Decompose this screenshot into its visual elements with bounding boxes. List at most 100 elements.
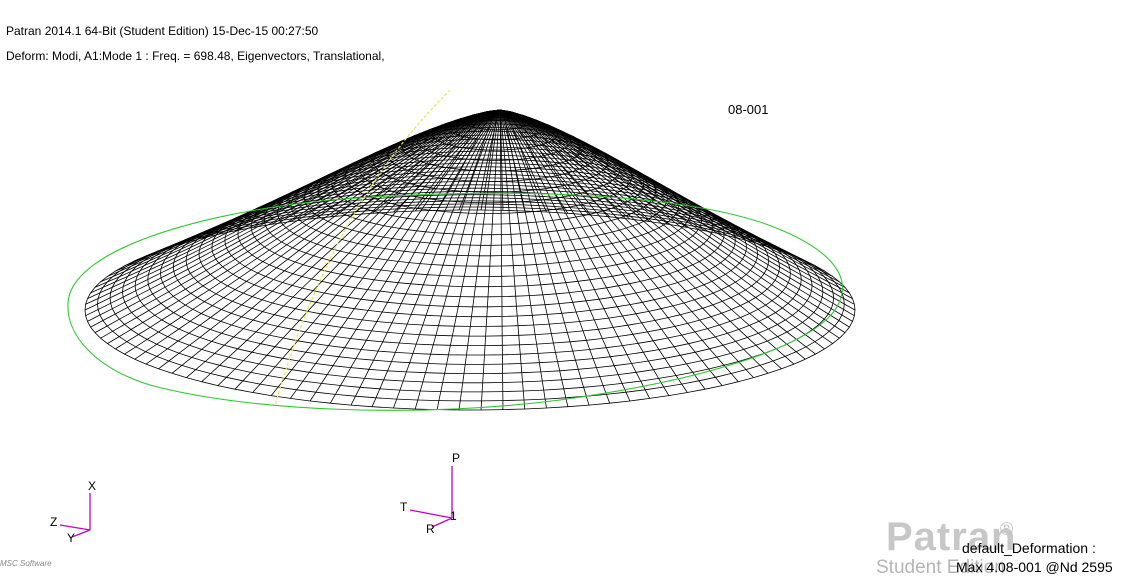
mesh-spoke: [499, 109, 651, 399]
mesh-spoke: [480, 109, 501, 411]
mesh-spoke: [330, 109, 501, 218]
mesh-spoke: [499, 109, 833, 344]
deformation-max: Max 4.08-001 @Nd 2595: [956, 559, 1113, 575]
axis-p-label: P: [452, 451, 460, 465]
mesh-spoke: [499, 109, 688, 228]
title-info: Patran 2014.1 64-Bit (Student Edition) 1…: [6, 24, 319, 38]
mesh-spoke: [499, 109, 706, 390]
brand-name: Patran: [886, 515, 1017, 559]
mesh-spoke: [499, 109, 504, 410]
global-axis-triad: [59, 493, 91, 538]
mesh-spoke: [436, 109, 501, 410]
mesh-ring: [147, 194, 802, 365]
mesh-spoke: [499, 109, 723, 386]
mesh-spoke: [371, 109, 501, 407]
mesh-spoke: [171, 109, 501, 374]
mesh-spoke: [145, 109, 501, 365]
mesh-spoke: [309, 109, 501, 220]
mesh-spoke: [499, 109, 782, 370]
mesh-spoke: [499, 109, 739, 382]
mesh-spoke: [499, 109, 825, 350]
mesh-spoke: [393, 109, 501, 213]
mesh-spoke: [85, 109, 501, 305]
mesh-spoke: [499, 109, 670, 225]
mesh-spoke: [290, 109, 501, 222]
mesh-spoke: [499, 109, 850, 294]
mesh-spoke: [499, 109, 631, 402]
mesh-spoke: [499, 109, 846, 288]
mesh-spoke: [499, 109, 590, 216]
mesh-spoke: [499, 109, 806, 360]
mesh-ring: [122, 200, 824, 384]
mesh-spoke: [499, 109, 569, 214]
mesh-spoke: [499, 109, 855, 305]
mesh-spoke: [270, 109, 501, 396]
mesh-spoke: [393, 109, 501, 409]
mesh-spoke: [499, 109, 631, 220]
mesh-spoke: [414, 109, 501, 212]
mesh-spoke: [158, 109, 501, 370]
deformed-mesh: [84, 109, 856, 411]
axis-r-label: R: [426, 522, 435, 536]
local-axis-triad: [409, 466, 453, 528]
mesh-spoke: [124, 109, 501, 355]
brand-edition: Student Edition: [876, 557, 1005, 578]
mesh-spoke: [499, 109, 754, 378]
undeformed-outline: [67, 192, 843, 411]
mesh-spoke: [499, 109, 795, 365]
axis-z-label: Z: [50, 515, 57, 529]
mesh-spoke: [186, 109, 501, 243]
axis-t-label: T: [400, 500, 408, 514]
mesh-spoke: [499, 109, 650, 222]
axis-y-label: Y: [67, 531, 75, 545]
mesh-spoke: [350, 109, 501, 216]
mesh-spoke: [186, 109, 501, 378]
axis-x-label: X: [88, 479, 96, 493]
yellow-axis-line: [274, 89, 451, 406]
mesh-spoke: [234, 109, 501, 390]
mesh-spoke: [499, 109, 840, 339]
mesh-spoke: [252, 109, 501, 228]
mesh-spoke: [458, 109, 501, 411]
mesh-spoke: [499, 109, 504, 211]
max-node-marker: 08-001: [728, 102, 769, 117]
mesh-spoke: [499, 109, 670, 396]
mesh-spoke: [94, 109, 501, 333]
mesh-spoke: [134, 109, 501, 360]
mesh-spoke: [271, 109, 501, 225]
mesh-spoke: [458, 109, 501, 211]
mesh-spoke: [499, 109, 688, 393]
mesh-spoke: [499, 109, 547, 213]
mesh-spoke: [289, 109, 501, 399]
mesh-spoke: [499, 109, 611, 404]
mesh-spoke: [499, 109, 526, 410]
mesh-spoke: [90, 109, 501, 328]
mesh-spoke: [115, 109, 501, 350]
mesh-spoke: [499, 109, 610, 218]
mesh-spoke: [252, 109, 501, 393]
mesh-spoke: [371, 109, 501, 214]
axis-id-label: 1: [450, 509, 457, 523]
patran-watermark: Patran ® Student Edition: [876, 515, 1056, 578]
mesh-spoke: [414, 109, 501, 410]
mesh-spoke: [499, 109, 850, 328]
mesh-spoke: [350, 109, 501, 406]
msc-logo: MSC Software: [0, 559, 52, 568]
mesh-spoke: [499, 109, 855, 317]
mesh-spoke: [201, 109, 501, 239]
mesh-spoke: [100, 109, 501, 339]
deform-info: Deform: Modi, A1:Mode 1 : Freq. = 698.48…: [6, 49, 385, 63]
registered-mark: ®: [1000, 519, 1014, 539]
mesh-spoke: [234, 109, 501, 232]
mesh-spoke: [499, 109, 840, 283]
mesh-spoke: [480, 109, 501, 211]
deformation-title: default_Deformation :: [962, 540, 1096, 556]
mesh-spoke: [329, 109, 501, 404]
mesh-spoke: [499, 109, 590, 406]
mesh-spoke: [499, 109, 769, 374]
mesh-spoke: [499, 109, 853, 299]
mesh-spoke: [499, 109, 547, 409]
mesh-spoke: [309, 109, 501, 402]
mesh-spoke: [217, 109, 501, 386]
